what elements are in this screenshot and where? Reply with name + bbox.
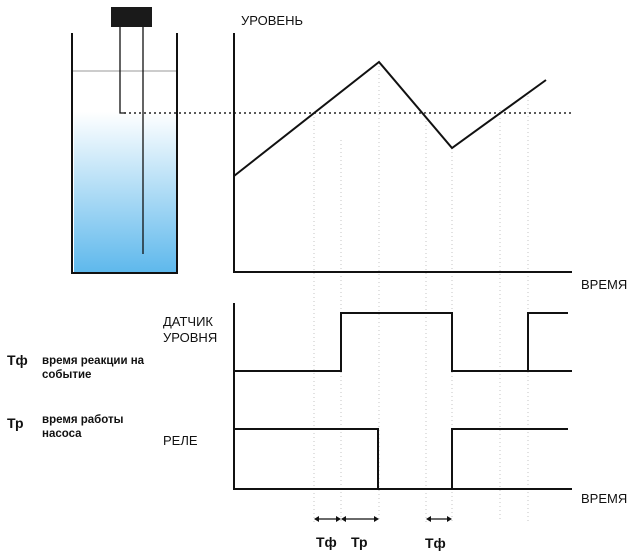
- relay-signal: [234, 428, 568, 490]
- time-axis-label-bottom: ВРЕМЯ: [581, 491, 627, 506]
- relay-chart: РЕЛЕ ВРЕМЯ: [163, 428, 627, 506]
- legend-tf-symbol: Тф: [7, 352, 28, 368]
- legend-tf-desc-line2: событие: [42, 369, 91, 381]
- legend: Тф время реакции на событие Тр время раб…: [7, 352, 145, 440]
- relay-label: РЕЛЕ: [163, 433, 198, 448]
- sensor-signal: [234, 312, 568, 372]
- sensor-label-line1: ДАТЧИК: [163, 314, 213, 329]
- tp-marker-label: Тр: [351, 534, 368, 550]
- time-axis-label-top: ВРЕМЯ: [581, 277, 627, 292]
- legend-tp-desc-line1: время работы: [42, 414, 124, 426]
- liquid: [74, 112, 176, 273]
- sensor-label-line2: УРОВНЯ: [163, 330, 217, 345]
- legend-tf-desc-line1: время реакции на: [42, 355, 145, 367]
- level-axis-label: УРОВЕНЬ: [241, 13, 303, 28]
- level-curve: [233, 60, 547, 177]
- sensor-head: [111, 7, 152, 27]
- sensor-chart: ДАТЧИК УРОВНЯ: [163, 303, 572, 490]
- time-guides: [313, 62, 529, 522]
- legend-tp-desc-line2: насоса: [42, 428, 82, 440]
- level-probe-short: [119, 27, 126, 114]
- interval-markers: [314, 516, 452, 522]
- tf-marker-label-1: Тф: [316, 534, 337, 550]
- level-chart: УРОВЕНЬ ВРЕМЯ: [233, 13, 627, 292]
- legend-tp-symbol: Тр: [7, 415, 24, 431]
- tf-marker-label-2: Тф: [425, 535, 446, 551]
- tank: [71, 7, 178, 274]
